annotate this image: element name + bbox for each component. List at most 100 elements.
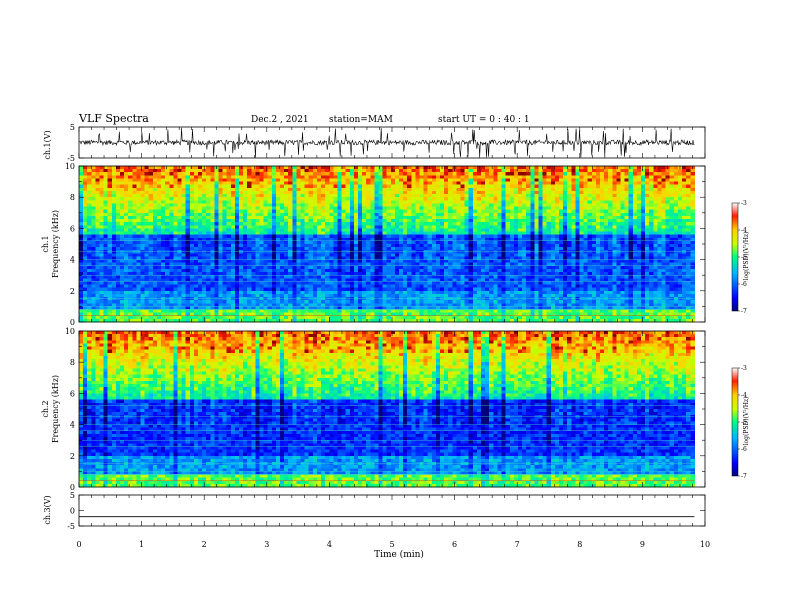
spectrogram-cell [128,166,133,170]
spectrogram-cell [99,237,105,242]
spectrogram-cell [390,234,396,239]
spectrogram-cell [649,225,654,229]
spectrogram-cell [370,256,375,260]
spectrogram-cell [407,228,412,232]
spectrogram-cell [263,200,269,204]
spectrogram-cell [230,262,236,267]
spectrogram-cell [230,259,236,264]
spectrogram-cell [686,244,691,248]
spectrogram-cell [595,178,601,182]
spectrogram-cell [489,240,494,245]
spectrogram-cell [300,265,306,270]
spectrogram-cell [79,259,84,264]
spectrogram-cell [624,184,630,189]
spectrogram-cell [165,225,170,229]
spectrogram-cell [686,203,691,207]
header-date: Dec.2 , 2021 [251,115,309,125]
spectrogram-cell [489,219,494,223]
spectrogram-cell [165,244,170,248]
spectrogram-cell [329,203,334,207]
spectrogram-cell [390,203,396,207]
spectrogram-cell [337,244,342,248]
spectrogram-cell [554,206,560,211]
spectrogram-cell [83,178,88,182]
spectrogram-cell [91,215,96,220]
spectrogram-cell [226,240,232,245]
spectrogram-cell [636,175,642,179]
spectrogram-cell [390,190,396,195]
spectrogram-cell [394,231,400,236]
spectrogram-cell [300,181,306,186]
spectrogram-cell [271,200,277,204]
spectrogram-cell [325,222,330,226]
spectrogram-cell [485,222,490,226]
spectrogram-cell [632,212,638,217]
spectrogram-cell [288,215,293,220]
spectrogram-cell [243,219,248,223]
spectrogram-cell [620,240,626,245]
spectrogram-cell [665,222,671,226]
spectrogram-cell [415,262,420,267]
spectrogram-cell [169,190,174,195]
spectrogram-cell [128,178,133,182]
spectrogram-cell [333,240,338,245]
spectrogram-cell [411,184,416,189]
spectrogram-cell [238,187,244,192]
spectrogram-cell [79,169,84,173]
spectrogram-cell [370,219,375,223]
spectrogram-cell [464,215,470,220]
spectrogram-cell [673,256,679,260]
spectrogram-cell [263,187,269,192]
spectrogram-cell [378,169,383,173]
spectrogram-cell [579,256,584,260]
figure-title: VLF Spectra [78,112,149,125]
spectrogram-cell [600,206,605,211]
spectrogram-cell [218,265,223,270]
spectrogram-cell [140,265,146,270]
spectrogram-cell [165,190,170,195]
spectrogram-cell [673,215,679,220]
spectrogram-cell [316,256,322,260]
spectrogram-cell [99,215,105,220]
spectrogram-cell [321,187,326,192]
spectrogram-cell [456,222,461,226]
spectrogram-cell [177,219,182,223]
spectrogram-cell [251,228,256,232]
spectrogram-cell [554,228,560,232]
spectrogram-cell [107,237,113,242]
spectrogram-cell [144,175,150,179]
spectrogram-cell [140,197,146,201]
spectrogram-cell [497,219,502,223]
spectrogram-cell [677,215,683,220]
spectrogram-cell [345,222,351,226]
spectrogram-cell [156,190,162,195]
spectrogram-cell [79,209,84,214]
spectrogram-cell [202,206,207,211]
spectrogram-cell [452,240,457,245]
spectrogram-cell [189,172,195,176]
spectrogram-cell [558,222,564,226]
spectrogram-cell [234,187,240,192]
spectrogram-cell [690,209,695,214]
spectrogram-cell [604,181,609,186]
spectrogram-cell [292,197,297,201]
spectrogram-cell [677,228,683,232]
spectrogram-cell [247,194,252,198]
spectrogram-cell [271,172,277,176]
spectrogram-cell [210,175,215,179]
spectrogram-cell [136,256,141,260]
spectrogram-cell [538,228,543,232]
spectrogram-cell [382,209,388,214]
spectrogram-cell [107,169,113,173]
spectrogram-cell [238,231,244,236]
spectrogram-cell [394,222,400,226]
spectrogram-cell [517,169,523,173]
spectrogram-cell [673,219,679,223]
spectrogram-cell [612,228,617,232]
spectrogram-cell [218,166,223,170]
spectrogram-cell [403,181,408,186]
spectrogram-cell [423,225,429,229]
spectrogram-cell [522,262,527,267]
spectrogram-cell [440,194,445,198]
spectrogram-cell [288,256,293,260]
